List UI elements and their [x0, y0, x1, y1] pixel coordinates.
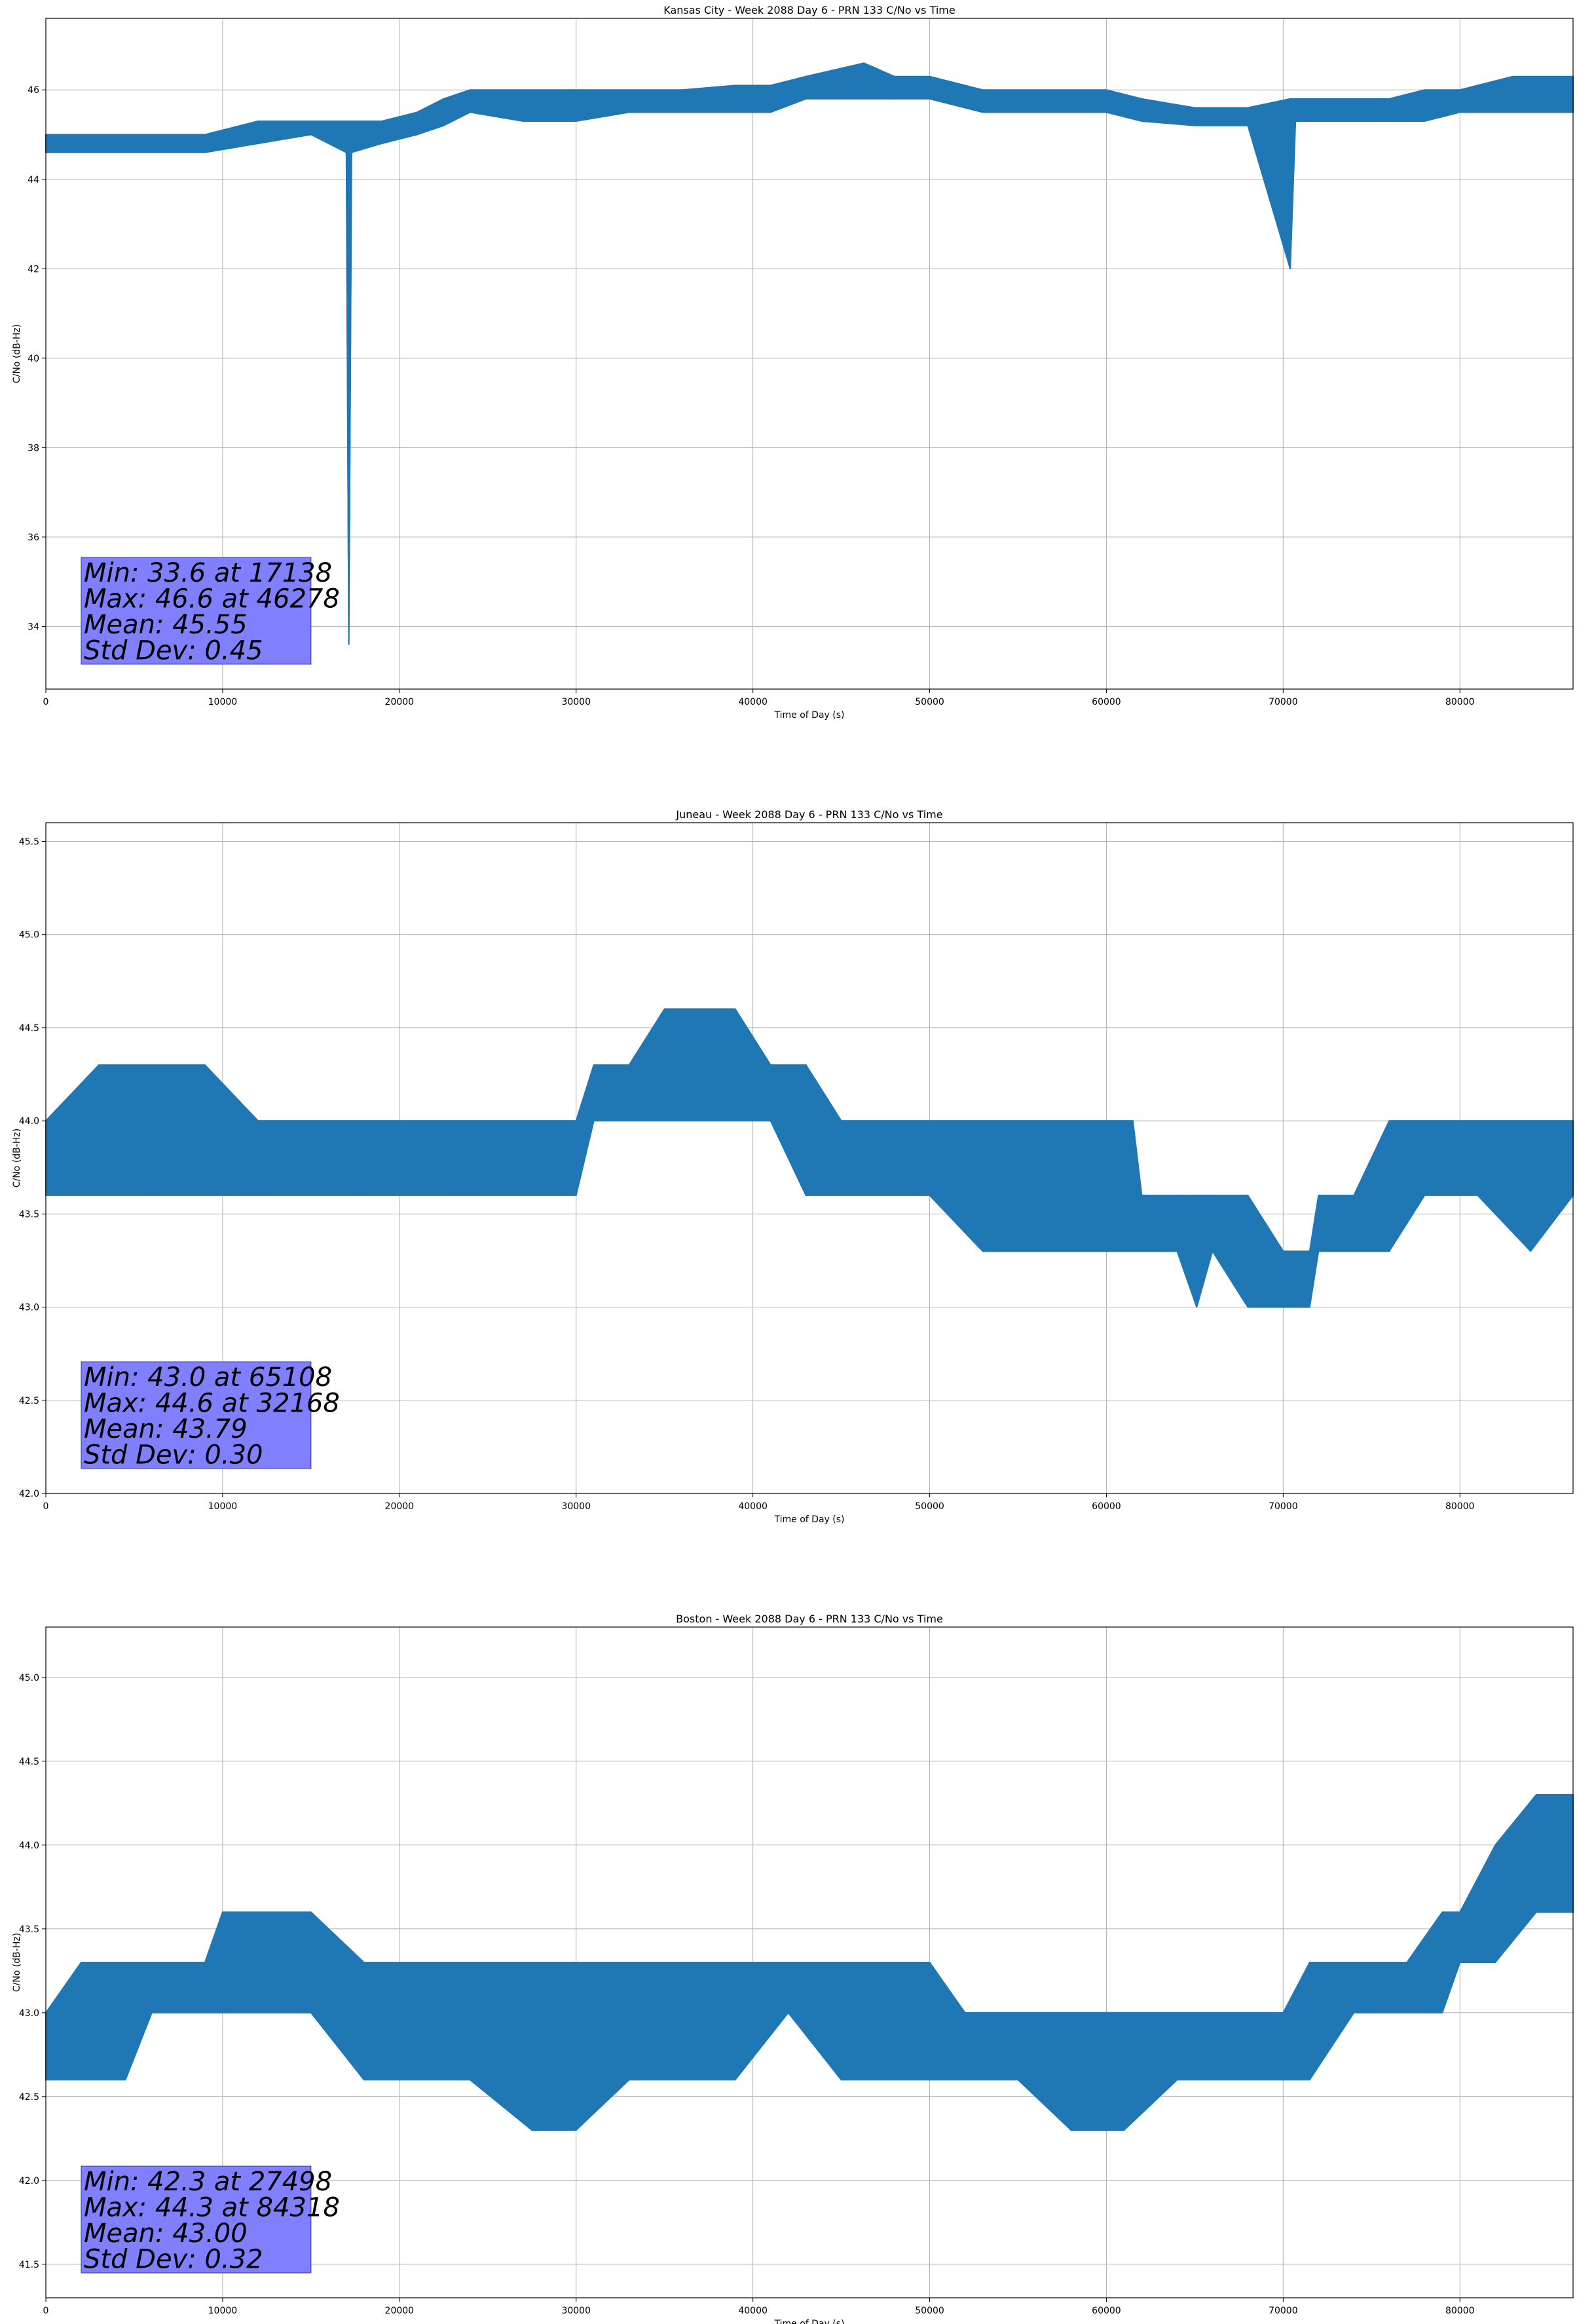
- stats-box: [81, 2165, 312, 2274]
- x-tick-label: 80000: [1445, 1501, 1475, 1512]
- y-axis-label: C/No (dB-Hz): [12, 1129, 22, 1188]
- x-tick-label: 40000: [738, 2306, 768, 2316]
- x-tick-label: 80000: [1445, 697, 1475, 707]
- y-axis-label: C/No (dB-Hz): [12, 324, 22, 383]
- x-tick-label: 60000: [1092, 1501, 1121, 1512]
- x-axis-label: Time of Day (s): [774, 1514, 845, 1525]
- y-tick-label: 44: [28, 175, 39, 185]
- chart-title: Boston - Week 2088 Day 6 - PRN 133 C/No …: [676, 1613, 943, 1625]
- chart-panel-1: 0 10000 20000 30000 40000 50000 60000 70000 8000…: [12, 4, 1574, 721]
- chart-panel-3: 0 10000 20000 30000 40000 50000 60000 70000 8000…: [12, 1613, 1574, 2324]
- grid: [45, 18, 1573, 689]
- series-line: [46, 1064, 1573, 1307]
- x-tick-label: 30000: [561, 2306, 591, 2316]
- x-tick-label: 0: [43, 2306, 49, 2316]
- y-tick-label: 42.0: [19, 2176, 39, 2186]
- y-tick-label: 41.5: [19, 2260, 39, 2270]
- stats-line: Min: 43.0 at 65108: [84, 1362, 332, 1393]
- y-tick-label: 36: [28, 533, 39, 543]
- y-tick-label: 40: [28, 354, 39, 364]
- stats-line: Mean: 45.55: [84, 610, 248, 640]
- x-tick-label: 20000: [385, 1501, 415, 1512]
- y-tick-label: 45.0: [19, 930, 39, 941]
- x-tick-label: 70000: [1269, 697, 1298, 707]
- axes-frame: [45, 18, 1574, 690]
- y-tick-label: 44.5: [19, 1023, 39, 1034]
- x-tick-label: 10000: [208, 2306, 238, 2316]
- x-tick-label: 10000: [208, 1501, 238, 1512]
- stats-line: Std Dev: 0.45: [84, 636, 263, 666]
- y-tick-label: 42.5: [19, 2092, 39, 2103]
- x-tick-label: 30000: [561, 697, 591, 707]
- x-tick-label: 20000: [385, 2306, 415, 2316]
- y-tick-label: 42.5: [19, 1396, 39, 1406]
- y-tick-label: 38: [28, 443, 39, 453]
- stats-line: Mean: 43.00: [84, 2219, 248, 2249]
- y-tick-label: 42.0: [19, 1489, 39, 1499]
- x-tick-label: 70000: [1269, 1501, 1298, 1512]
- y-tick-label: 45.0: [19, 1673, 39, 1683]
- y-axis-label: C/No (dB-Hz): [12, 1933, 22, 1992]
- y-tick-label: 46: [28, 85, 39, 96]
- x-axis-label: Time of Day (s): [774, 2319, 845, 2324]
- y-tick-label: 34: [28, 622, 39, 632]
- y-tick-label: 43.0: [19, 1303, 39, 1313]
- y-tick-label: 44.0: [19, 1116, 39, 1127]
- chart-panel-2: 0 10000 20000 30000 40000 50000 60000 70000 8000…: [12, 808, 1574, 1525]
- stats-line: Std Dev: 0.32: [84, 2245, 263, 2275]
- x-tick-label: 30000: [561, 1501, 591, 1512]
- x-tick-label: 60000: [1092, 697, 1121, 707]
- stats-line: Min: 42.3 at 27498: [84, 2167, 332, 2197]
- y-tick-label: 45.5: [19, 836, 39, 847]
- stats-line: Max: 44.3 at 84318: [84, 2193, 340, 2223]
- x-tick-label: 80000: [1445, 2306, 1475, 2316]
- y-tick-label: 42: [28, 264, 39, 274]
- stats-line: Max: 46.6 at 46278: [84, 584, 340, 614]
- x-tick-label: 20000: [385, 697, 415, 707]
- x-tick-label: 10000: [208, 697, 238, 707]
- y-tick-label: 43.5: [19, 1924, 39, 1935]
- x-tick-label: 50000: [915, 1501, 944, 1512]
- x-tick-label: 0: [43, 1501, 49, 1512]
- stats-box: [81, 1361, 312, 1469]
- plot-area: [45, 1008, 1574, 1308]
- x-tick-label: 40000: [738, 1501, 768, 1512]
- y-tick-label: 44.5: [19, 1757, 39, 1767]
- x-tick-label: 60000: [1092, 2306, 1121, 2316]
- stats-line: Mean: 43.79: [84, 1414, 248, 1444]
- x-tick-label: 40000: [738, 697, 768, 707]
- stats-line: Std Dev: 0.30: [84, 1440, 263, 1471]
- axes-frame: [45, 1626, 1574, 2298]
- y-tick-label: 44.0: [19, 1841, 39, 1851]
- chart-title: Kansas City - Week 2088 Day 6 - PRN 133 …: [663, 4, 955, 16]
- x-tick-label: 70000: [1269, 2306, 1298, 2316]
- x-tick-label: 50000: [915, 2306, 944, 2316]
- stats-box: [81, 557, 312, 665]
- stats-line: Max: 44.6 at 32168: [84, 1389, 340, 1419]
- axes-frame: [45, 822, 1574, 1494]
- y-tick-label: 43.5: [19, 1209, 39, 1220]
- stats-line: Min: 33.6 at 17138: [84, 558, 332, 588]
- x-tick-label: 0: [43, 697, 49, 707]
- x-tick-label: 50000: [915, 697, 944, 707]
- chart-title: Juneau - Week 2088 Day 6 - PRN 133 C/No …: [675, 808, 942, 821]
- x-axis-label: Time of Day (s): [774, 710, 845, 721]
- y-tick-label: 43.0: [19, 2008, 39, 2019]
